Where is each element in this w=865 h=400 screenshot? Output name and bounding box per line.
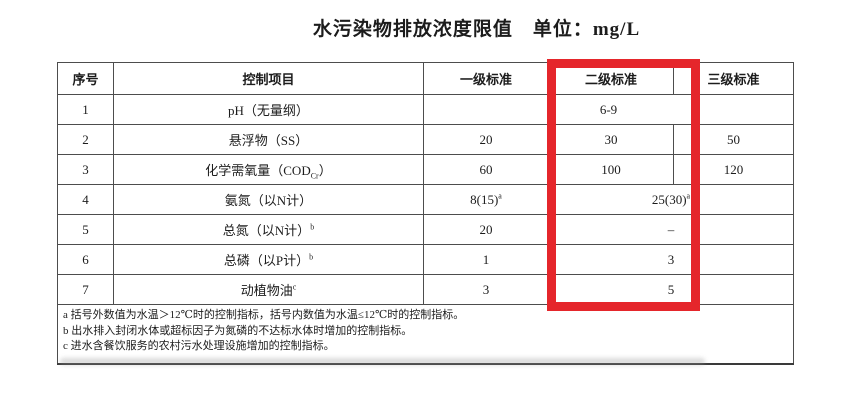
row-number: 2 xyxy=(57,124,114,155)
level3-value: 50 xyxy=(673,124,794,155)
note-ref-b: b xyxy=(309,252,314,262)
control-item-label: 化学需氧量（CODCr） xyxy=(113,154,424,185)
level1-value: 20 xyxy=(423,124,549,155)
col-header-level2: 二级标准 xyxy=(548,62,674,95)
row-number: 7 xyxy=(57,274,114,305)
row-number: 6 xyxy=(57,244,114,275)
table-row-ammonia: 4 氨氮（以N计） 8(15)a 25(30)a xyxy=(57,184,794,215)
value-text: 25(30) xyxy=(651,191,687,207)
merged-level23-value: 5 xyxy=(548,274,794,305)
table-row-animal-vegetable-oil: 7 动植物油c 3 5 xyxy=(57,274,794,305)
table-row-cod: 3 化学需氧量（CODCr） 60 100 120 xyxy=(57,154,794,185)
note-ref-b: b xyxy=(310,222,315,232)
footnotes-row: a 括号外数值为水温＞12℃时的控制指标，括号内数值为水温≤12℃时的控制指标。… xyxy=(57,304,794,365)
col-header-control-item: 控制项目 xyxy=(113,62,424,95)
level1-value: 3 xyxy=(423,274,549,305)
table-row-ss: 2 悬浮物（SS） 20 30 50 xyxy=(57,124,794,155)
value-text: 8(15) xyxy=(470,191,499,207)
cod-label-close: ） xyxy=(318,163,332,178)
col-header-level1: 一级标准 xyxy=(423,62,549,95)
page-title: 水污染物排放浓度限值 单位：mg/L xyxy=(0,14,865,41)
footnotes-cell: a 括号外数值为水温＞12℃时的控制指标，括号内数值为水温≤12℃时的控制指标。… xyxy=(57,304,794,365)
level1-value: 60 xyxy=(423,154,549,185)
table-row-ph: 1 pH（无量纲） 6-9 xyxy=(57,94,794,125)
level1-value: 8(15)a xyxy=(423,184,549,215)
control-item-label: pH（无量纲） xyxy=(113,94,424,125)
control-item-label: 悬浮物（SS） xyxy=(113,124,424,155)
label-text: 动植物油 xyxy=(240,283,293,298)
merged-level23-value: 3 xyxy=(548,244,794,275)
row-number: 5 xyxy=(57,214,114,245)
table-row-total-nitrogen: 5 总氮（以N计）b 20 – xyxy=(57,214,794,245)
unit-label: 单位：mg/L xyxy=(532,19,641,40)
cod-label-main: 化学需氧量（COD xyxy=(205,163,311,178)
col-header-index: 序号 xyxy=(57,62,114,95)
scan-artifact xyxy=(60,358,705,365)
control-item-label: 动植物油c xyxy=(113,274,424,305)
table-row-total-phosphorus: 6 总磷（以P计）b 1 3 xyxy=(57,244,794,275)
note-ref-a: a xyxy=(686,191,691,201)
label-text: 总磷（以P计） xyxy=(223,253,310,268)
footnote-b: b 出水排入封闭水体或超标因子为氮磷的不达标水体时增加的控制指标。 xyxy=(63,324,413,337)
footnote-a: a 括号外数值为水温＞12℃时的控制指标，括号内数值为水温≤12℃时的控制指标。 xyxy=(63,309,465,321)
level2-value: 100 xyxy=(548,154,674,185)
cod-label-subscript: Cr xyxy=(310,171,319,181)
col-header-level3: 三级标准 xyxy=(673,62,794,95)
control-item-label: 氨氮（以N计） xyxy=(113,184,424,215)
footnote-c: c 进水含餐饮服务的农村污水处理设施增加的控制指标。 xyxy=(63,340,335,352)
level1-value: 20 xyxy=(423,214,549,245)
control-item-label: 总磷（以P计）b xyxy=(113,244,424,275)
merged-level23-value: 25(30)a xyxy=(548,184,794,215)
row-number: 1 xyxy=(57,94,114,125)
pollutant-limits-table: 序号 控制项目 一级标准 二级标准 三级标准 1 pH（无量纲） 6-9 2 悬… xyxy=(57,62,794,365)
level2-value: 30 xyxy=(548,124,674,155)
row-number: 4 xyxy=(57,184,114,215)
note-ref-a: a xyxy=(498,191,502,201)
control-item-label: 总氮（以N计）b xyxy=(113,214,424,245)
table-header-row: 序号 控制项目 一级标准 二级标准 三级标准 xyxy=(57,62,794,95)
merged-level23-value: – xyxy=(548,214,794,245)
title-text: 水污染物排放浓度限值 xyxy=(312,19,513,40)
level3-value: 120 xyxy=(673,154,794,185)
merged-all-levels-value: 6-9 xyxy=(423,94,794,125)
level1-value: 1 xyxy=(423,244,549,275)
note-ref-c: c xyxy=(292,282,297,292)
row-number: 3 xyxy=(57,154,114,185)
label-text: 总氮（以N计） xyxy=(222,223,311,238)
